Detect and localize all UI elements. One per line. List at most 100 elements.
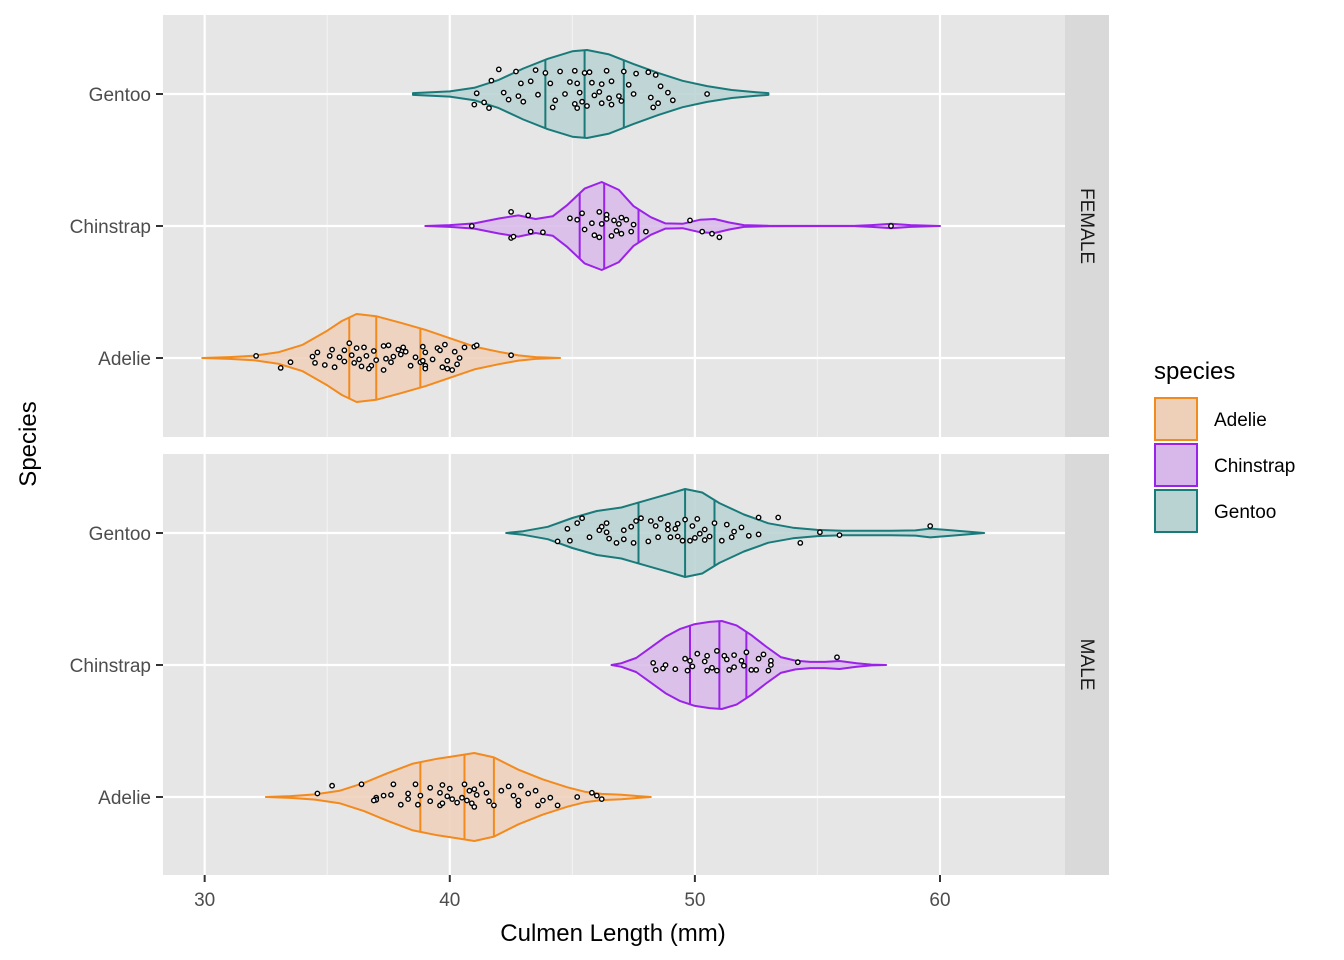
data-point	[701, 526, 708, 533]
legend-key	[1154, 397, 1198, 441]
data-point	[515, 93, 522, 100]
data-point	[738, 524, 745, 531]
data-point	[616, 93, 622, 100]
data-point	[608, 101, 615, 108]
y-tick-label: Chinstrap	[70, 217, 151, 238]
data-point	[674, 533, 681, 540]
data-point	[567, 215, 573, 222]
data-point	[589, 79, 595, 86]
data-point	[709, 230, 715, 237]
data-point	[616, 220, 622, 227]
data-point	[652, 72, 659, 78]
data-point	[684, 667, 691, 674]
data-point	[422, 349, 429, 356]
data-point	[574, 520, 581, 526]
data-point	[709, 664, 715, 671]
data-point	[665, 521, 671, 528]
data-point	[505, 96, 512, 103]
data-point	[380, 792, 387, 799]
data-point	[312, 359, 318, 366]
data-point	[689, 663, 696, 670]
data-point	[547, 80, 554, 87]
data-point	[598, 100, 605, 107]
data-point	[314, 790, 321, 797]
data-point	[593, 792, 600, 799]
legend-item-gentoo: Gentoo	[1154, 489, 1276, 533]
data-point	[598, 220, 605, 227]
panel-female: FEMALE	[163, 15, 1109, 437]
data-point	[385, 342, 392, 349]
data-point	[326, 352, 333, 359]
data-point	[329, 346, 335, 353]
data-point	[643, 228, 649, 235]
data-point	[613, 540, 620, 546]
violin-chinstrap	[424, 181, 941, 271]
data-point	[515, 797, 522, 804]
violin-chinstrap	[610, 620, 888, 710]
data-point	[741, 662, 747, 669]
data-point	[731, 652, 737, 658]
data-point	[370, 348, 377, 354]
data-point	[407, 362, 414, 369]
data-point	[495, 66, 502, 73]
data-point	[547, 794, 554, 801]
data-point	[370, 797, 377, 804]
data-point	[471, 101, 478, 108]
violin-body	[412, 49, 770, 139]
data-point	[412, 781, 419, 788]
data-point	[701, 658, 708, 665]
data-point	[518, 80, 524, 87]
data-point	[589, 220, 595, 227]
data-point	[755, 531, 762, 538]
data-point	[633, 70, 639, 77]
data-point	[581, 226, 588, 233]
data-point	[586, 69, 593, 76]
data-point	[682, 516, 688, 523]
data-point	[704, 667, 710, 674]
data-point	[498, 787, 505, 794]
data-point	[562, 91, 568, 97]
data-point	[596, 234, 603, 241]
data-point	[427, 798, 434, 805]
data-point	[253, 352, 260, 359]
data-point	[510, 233, 517, 240]
data-point	[598, 796, 605, 802]
data-point	[574, 80, 581, 87]
data-point	[525, 790, 532, 797]
data-point	[449, 796, 456, 802]
data-point	[549, 104, 556, 111]
violin-body	[610, 620, 888, 710]
data-point	[618, 214, 625, 221]
data-point	[797, 540, 804, 546]
data-point	[510, 792, 517, 799]
data-point	[361, 344, 367, 351]
data-point	[341, 347, 348, 354]
data-point	[672, 666, 679, 673]
data-point	[704, 91, 710, 97]
data-point	[397, 351, 404, 358]
data-point	[728, 534, 735, 541]
data-point	[620, 527, 627, 534]
data-point	[589, 789, 595, 796]
data-point	[704, 652, 710, 659]
data-point	[888, 223, 894, 229]
data-point	[309, 353, 316, 360]
legend-key	[1154, 443, 1198, 487]
data-point	[552, 97, 559, 104]
data-point	[473, 792, 480, 798]
data-point	[571, 101, 578, 107]
data-point	[723, 521, 730, 528]
facet-label: FEMALE	[1076, 188, 1097, 264]
data-point	[488, 77, 495, 84]
violin-body	[201, 313, 562, 403]
data-point	[540, 229, 546, 236]
data-point	[532, 787, 539, 794]
data-point	[701, 537, 708, 543]
data-point	[358, 363, 365, 370]
data-point	[618, 230, 625, 237]
data-point	[483, 789, 490, 796]
data-point	[618, 98, 625, 104]
legend-item-chinstrap: Chinstrap	[1154, 443, 1295, 487]
data-point	[667, 534, 674, 541]
data-point	[591, 92, 598, 99]
